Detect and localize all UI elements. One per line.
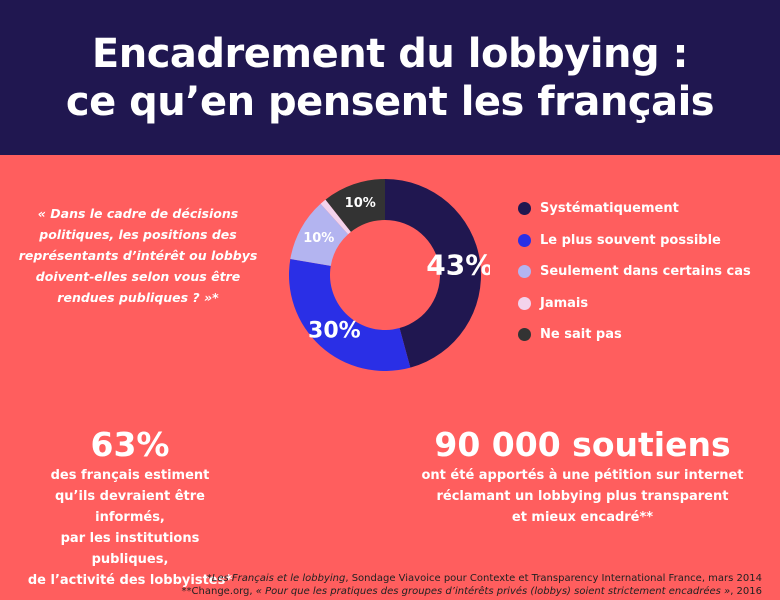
page-title: Encadrement du lobbying : ce qu’en pense… [65,30,715,126]
legend-item: Systématiquement [518,193,751,225]
donut-slice-1 [385,179,482,368]
footnote-petition-title: « Pour que les pratiques des groupes d’i… [255,586,731,597]
stat-left-line: qu’ils devraient être informés, [55,489,205,525]
stat-right-line: et mieux encadré** [511,510,654,525]
stat-left-line: de l’activité des lobbyistes* [27,573,233,588]
donut-slice-5 [325,179,385,232]
stat-left-line: par les institutions publiques, [60,531,200,567]
footnote-survey-source: , Sondage Viavoice pour Contexte et Tran… [345,573,762,584]
footnote-petition: **Change.org, « Pour que les pratiques d… [182,585,762,598]
legend-swatch-icon [518,233,531,247]
header-banner: Encadrement du lobbying : ce qu’en pense… [0,0,780,155]
stat-right-line: réclamant un lobbying plus transparent [436,489,729,504]
donut-slice-label: 10% [303,231,334,246]
stat-63-percent: 63% des français estiment qu’ils devraie… [20,425,240,591]
legend-swatch-icon [518,296,531,310]
legend-item: Seulement dans certains cas [518,256,751,288]
stat-left-line: des français estiment [50,468,210,483]
stat-petition: 90 000 soutiens ont été apportés à une p… [405,425,760,528]
legend-swatch-icon [518,265,531,279]
legend-label: Jamais [540,295,589,311]
donut-slice-4 [320,199,351,235]
legend-item: Le plus souvent possible [518,225,751,257]
chart-legend: Systématiquement Le plus souvent possible… [518,193,751,351]
footnote-survey: *Les Français et le lobbying, Sondage Vi… [182,572,762,585]
title-line-1: Encadrement du lobbying : [91,30,689,77]
footnotes: *Les Français et le lobbying, Sondage Vi… [182,572,762,598]
donut-chart: 43% 30% 10% 10% [288,179,490,371]
donut-slice-label: 30% [308,318,361,343]
donut-slice-3 [290,203,349,266]
stat-right-big-number: 90 000 soutiens [434,425,731,464]
legend-label: Seulement dans certains cas [540,264,751,280]
donut-slice-label: 10% [345,196,376,211]
footnote-petition-year: , 2016 [730,586,762,597]
footnote-marker: * [206,573,212,584]
title-line-2: ce qu’en pensent les français [65,78,715,125]
stat-left-big-number: 63% [90,425,170,464]
legend-swatch-icon [518,328,531,342]
legend-item: Jamais [518,288,751,320]
legend-label: Ne sait pas [540,327,622,343]
donut-slice-2 [288,259,411,371]
legend-label: Systématiquement [540,201,679,217]
legend-item: Ne sait pas [518,319,751,351]
legend-swatch-icon [518,202,531,216]
survey-question: « Dans le cadre de décisions politiques,… [18,206,258,305]
footnote-survey-title: Les Français et le lobbying [211,573,346,584]
footnote-petition-source: **Change.org, [181,586,256,597]
stat-right-line: ont été apportés à une pétition sur inte… [421,468,744,483]
legend-label: Le plus souvent possible [540,232,721,248]
donut-slice-label: 43% [426,248,490,281]
